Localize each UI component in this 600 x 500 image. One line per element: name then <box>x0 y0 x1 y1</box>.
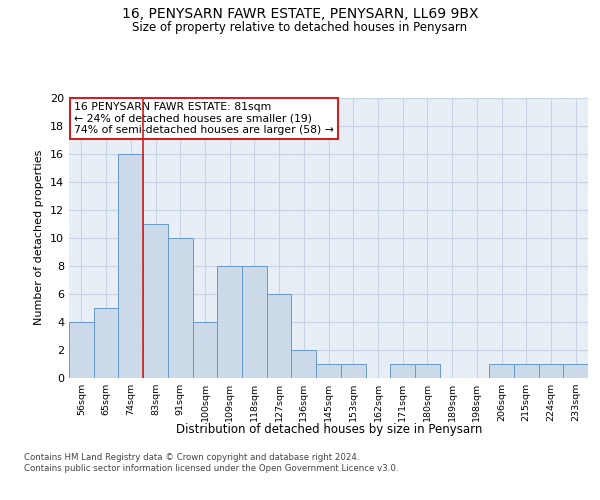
Bar <box>267 294 292 378</box>
Bar <box>341 364 365 378</box>
Bar <box>143 224 168 378</box>
Bar <box>415 364 440 378</box>
Bar <box>69 322 94 378</box>
Bar <box>292 350 316 378</box>
Text: Contains HM Land Registry data © Crown copyright and database right 2024.: Contains HM Land Registry data © Crown c… <box>24 452 359 462</box>
Bar <box>242 266 267 378</box>
Bar <box>514 364 539 378</box>
Text: Size of property relative to detached houses in Penysarn: Size of property relative to detached ho… <box>133 21 467 34</box>
Bar <box>217 266 242 378</box>
Bar <box>193 322 217 378</box>
Bar <box>118 154 143 378</box>
Bar <box>539 364 563 378</box>
Bar <box>94 308 118 378</box>
Text: 16 PENYSARN FAWR ESTATE: 81sqm
← 24% of detached houses are smaller (19)
74% of : 16 PENYSARN FAWR ESTATE: 81sqm ← 24% of … <box>74 102 334 135</box>
Text: Contains public sector information licensed under the Open Government Licence v3: Contains public sector information licen… <box>24 464 398 473</box>
Bar <box>390 364 415 378</box>
Y-axis label: Number of detached properties: Number of detached properties <box>34 150 44 325</box>
Bar <box>489 364 514 378</box>
Bar <box>168 238 193 378</box>
Text: Distribution of detached houses by size in Penysarn: Distribution of detached houses by size … <box>176 422 482 436</box>
Bar <box>316 364 341 378</box>
Bar <box>563 364 588 378</box>
Text: 16, PENYSARN FAWR ESTATE, PENYSARN, LL69 9BX: 16, PENYSARN FAWR ESTATE, PENYSARN, LL69… <box>122 8 478 22</box>
